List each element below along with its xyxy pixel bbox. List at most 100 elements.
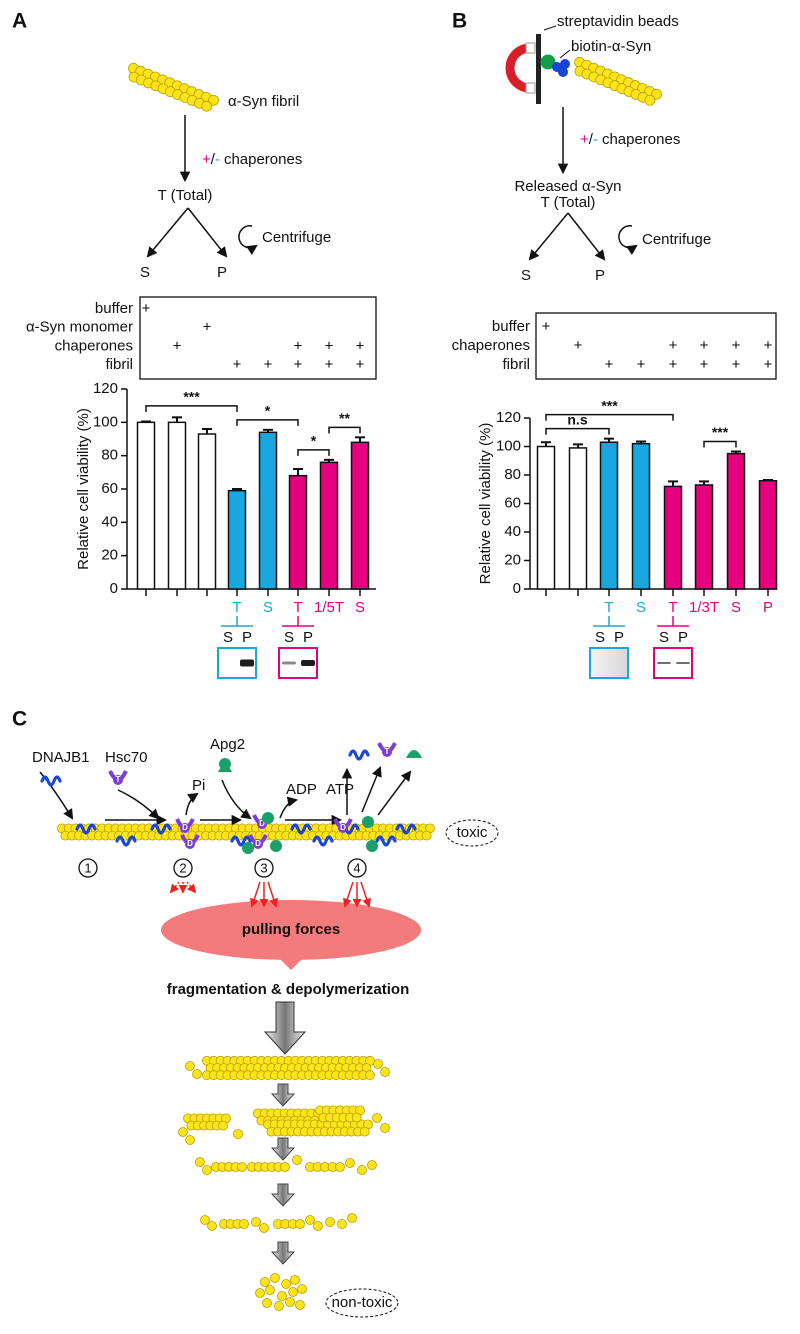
- small-arrow: [270, 1083, 296, 1107]
- bead: [373, 1059, 383, 1069]
- total-label: T (Total): [541, 194, 596, 211]
- centrifuge-arrow: [618, 225, 638, 255]
- bead: [335, 1162, 345, 1172]
- lane-label: S: [659, 629, 669, 646]
- y-axis-label: Relative cell viability (%): [75, 408, 92, 570]
- nucleotide-letter: D: [182, 823, 188, 832]
- table-cell: +: [700, 337, 709, 354]
- error-bar: [293, 468, 303, 476]
- bar: [197, 433, 217, 590]
- minus: -: [215, 151, 220, 168]
- bead-wall: [536, 34, 541, 104]
- dnajb1: [75, 823, 97, 835]
- nucleotide-letter: D: [259, 819, 265, 828]
- error-bar: [668, 480, 678, 487]
- arrow: [377, 770, 412, 816]
- significance-bracket: [545, 413, 674, 421]
- centrifuge-label: Centrifuge: [642, 231, 711, 248]
- significance-bracket: [236, 419, 299, 426]
- lane-label: S: [595, 629, 605, 646]
- lane-label: S: [223, 629, 233, 646]
- error-bar: [141, 420, 151, 423]
- panel-label: A: [12, 10, 27, 33]
- bead: [208, 94, 219, 106]
- adp-label: ADP: [286, 781, 317, 798]
- bead: [281, 1279, 291, 1289]
- dnajb1: [40, 775, 62, 787]
- y-tick-label: 120: [496, 409, 521, 426]
- table-cell: +: [356, 356, 365, 373]
- significance-label: ***: [601, 397, 618, 413]
- released-label: Released α-Syn: [514, 178, 621, 195]
- bead: [207, 1221, 217, 1231]
- dnajb1: [312, 835, 334, 847]
- magnet: [505, 43, 531, 93]
- table-cell: +: [264, 356, 273, 373]
- x-tick-label: P: [763, 599, 773, 616]
- bead: [277, 1291, 287, 1301]
- table-cell: +: [700, 356, 709, 373]
- arrow: [146, 207, 189, 258]
- significance-bracket: [145, 405, 238, 412]
- dnajb1: [150, 823, 172, 835]
- y-tick-label: 40: [504, 523, 521, 540]
- bar: [536, 445, 556, 590]
- biotin: [560, 59, 570, 69]
- non-toxic-oval: [325, 1288, 399, 1318]
- bead: [380, 1067, 390, 1077]
- row-label: chaperones: [55, 337, 133, 354]
- x-tick-label: T: [232, 599, 241, 616]
- small-arrow: [270, 1241, 296, 1265]
- bar: [227, 489, 247, 590]
- arrow: [567, 212, 606, 261]
- magnet-pole: [525, 42, 536, 54]
- significance-label: ***: [712, 424, 729, 440]
- small-arrow: [270, 1137, 296, 1161]
- apg2-label: Apg2: [210, 736, 245, 753]
- bead: [178, 1127, 188, 1137]
- dnajb1: [290, 823, 312, 835]
- dnajb1: [230, 835, 252, 847]
- bar: [167, 421, 187, 590]
- apg2: [362, 816, 374, 828]
- lane-label: S: [284, 629, 294, 646]
- bead: [265, 1285, 275, 1295]
- oval-pointer: [276, 955, 306, 970]
- nucleotide-letter: D: [340, 823, 346, 832]
- error-bar: [172, 416, 182, 423]
- significance-bracket: [703, 440, 737, 448]
- y-tick-label: 40: [101, 513, 118, 530]
- blot-band: [282, 661, 296, 665]
- step-circle: [78, 858, 98, 878]
- force-arrow: [343, 881, 354, 908]
- arrow: [528, 212, 569, 261]
- significance-bracket: [328, 426, 361, 434]
- total-label: T (Total): [158, 187, 213, 204]
- error-bar: [541, 441, 551, 447]
- hsc70-core: [253, 839, 263, 849]
- significance-label: **: [339, 410, 350, 426]
- bead: [295, 1300, 305, 1310]
- table-cell: +: [325, 337, 334, 354]
- nucleotide-letter: T: [385, 747, 390, 756]
- bead: [292, 1155, 302, 1165]
- bead: [237, 1162, 247, 1172]
- bead: [290, 1275, 300, 1285]
- table-box: [535, 312, 777, 380]
- bead: [305, 1215, 315, 1225]
- step-number: 2: [179, 860, 186, 875]
- table-cell: +: [669, 356, 678, 373]
- arrow: [221, 779, 252, 820]
- dnajb1: [348, 749, 370, 761]
- bead: [185, 1135, 195, 1145]
- table-cell: +: [173, 337, 182, 354]
- hsc70-core: [382, 747, 392, 757]
- x-tick-label: T: [668, 599, 677, 616]
- force-arrow: [267, 881, 278, 908]
- row-label: buffer: [95, 300, 133, 317]
- blot-bracket: [282, 616, 314, 627]
- table-cell: +: [203, 319, 212, 336]
- error-bar: [604, 437, 614, 443]
- bead: [313, 1221, 323, 1231]
